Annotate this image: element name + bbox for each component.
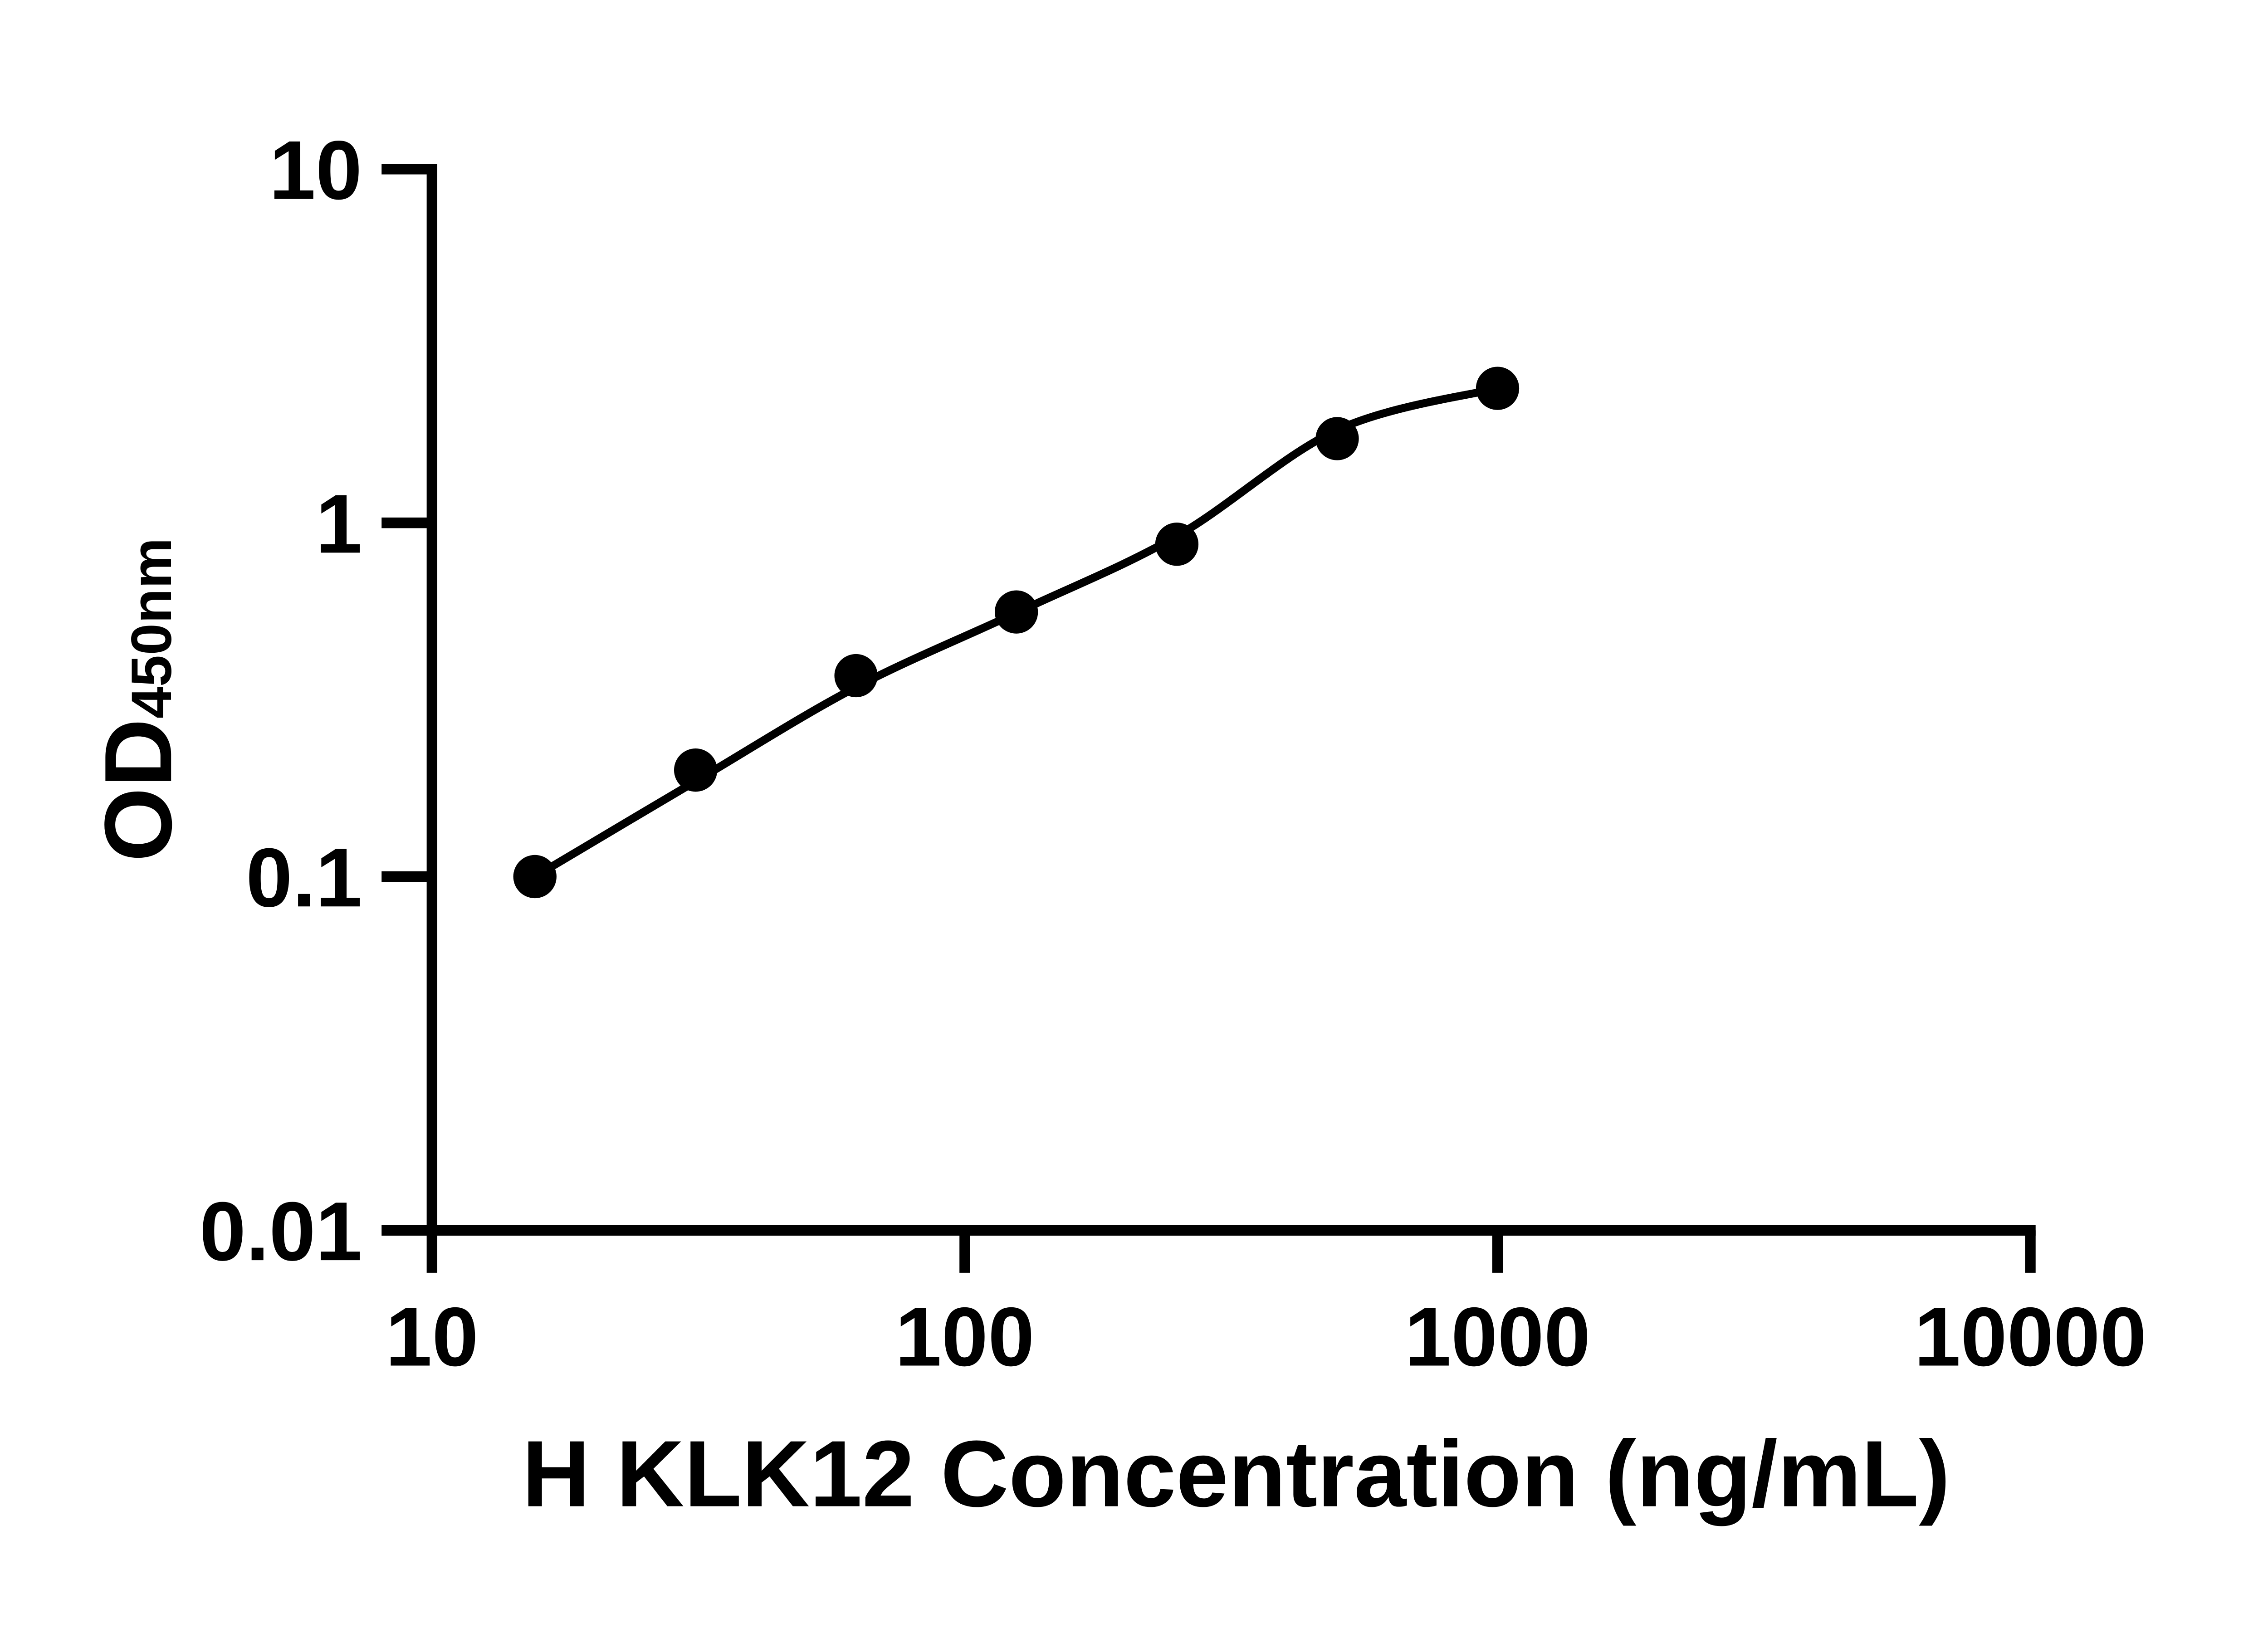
y-axis-title: OD450nm <box>84 538 191 862</box>
data-point-3 <box>834 654 878 698</box>
y-tick-label-0.1: 0.1 <box>246 831 362 924</box>
x-tick-label-1000: 1000 <box>1405 1291 1591 1384</box>
y-axis-title-main: OD <box>84 719 191 862</box>
data-point-4 <box>994 590 1038 634</box>
data-point-7 <box>1476 367 1520 410</box>
y-tick-label-10: 10 <box>269 124 362 217</box>
y-tick-label-1: 1 <box>316 477 362 571</box>
data-point-1 <box>513 855 557 899</box>
x-tick-label-100: 100 <box>895 1291 1034 1384</box>
y-tick-label-0.01: 0.01 <box>200 1185 362 1278</box>
x-tick-label-10000: 10000 <box>1914 1291 2146 1384</box>
y-axis-title-subscript: 450nm <box>119 538 183 719</box>
x-tick-label-10: 10 <box>386 1291 479 1384</box>
data-point-6 <box>1315 417 1359 460</box>
x-axis-title: H KLK12 Concentration (ng/mL) <box>522 1421 1950 1526</box>
data-point-5 <box>1155 523 1199 566</box>
data-point-2 <box>674 748 718 792</box>
